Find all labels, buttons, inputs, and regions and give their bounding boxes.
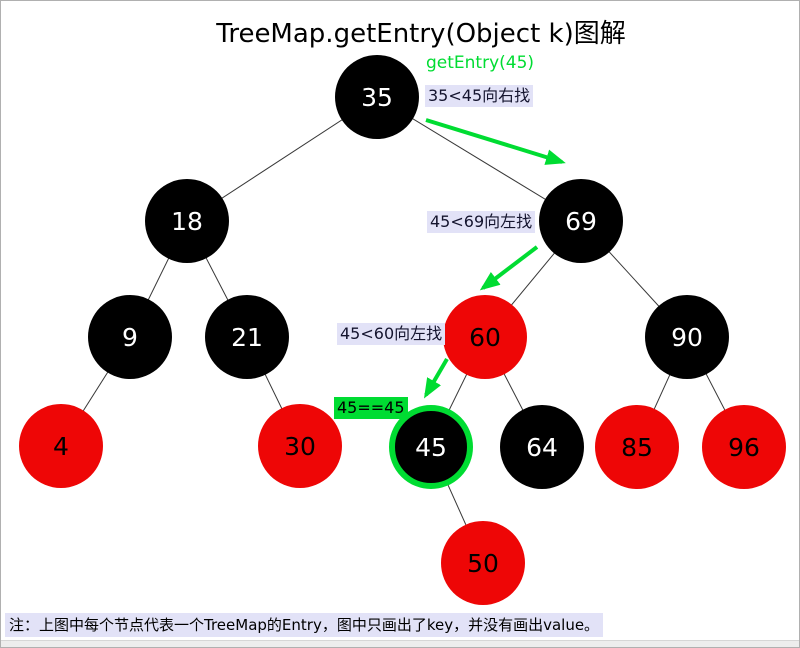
tree-node-96: 96 — [702, 405, 786, 489]
search-path-arrow-2 — [479, 245, 539, 291]
call-label: getEntry(45) — [426, 53, 535, 73]
tree-node-50: 50 — [441, 521, 525, 605]
tree-node-90: 90 — [645, 295, 729, 379]
annotation-step-2: 45<69向左找 — [427, 211, 536, 233]
tree-node-69: 69 — [539, 179, 623, 263]
annotation-step-3: 45<60向左找 — [337, 323, 446, 345]
tree-node-64: 64 — [500, 405, 584, 489]
tree-node-21: 21 — [205, 295, 289, 379]
tree-node-60: 60 — [443, 295, 527, 379]
tree-node-35: 35 — [335, 55, 419, 139]
diagram-title: TreeMap.getEntry(Object k)图解 — [216, 19, 626, 49]
tree-node-18: 18 — [145, 179, 229, 263]
annotation-step-1: 35<45向右找 — [425, 85, 534, 107]
annotation-step-4: 45==45 — [334, 397, 408, 419]
tree-node-9: 9 — [88, 295, 172, 379]
tree-node-30: 30 — [258, 404, 342, 488]
arrows-layer — [423, 118, 566, 399]
tree-node-45: 45 — [389, 405, 473, 489]
tree-node-85: 85 — [595, 405, 679, 489]
footnote: 注：上图中每个节点代表一个TreeMap的Entry，图中只画出了key，并没有… — [5, 613, 604, 637]
bottom-scrollbar — [1, 640, 799, 647]
search-path-arrow-3 — [423, 357, 449, 399]
search-path-arrow-1 — [425, 118, 566, 165]
tree-node-4: 4 — [19, 404, 103, 488]
